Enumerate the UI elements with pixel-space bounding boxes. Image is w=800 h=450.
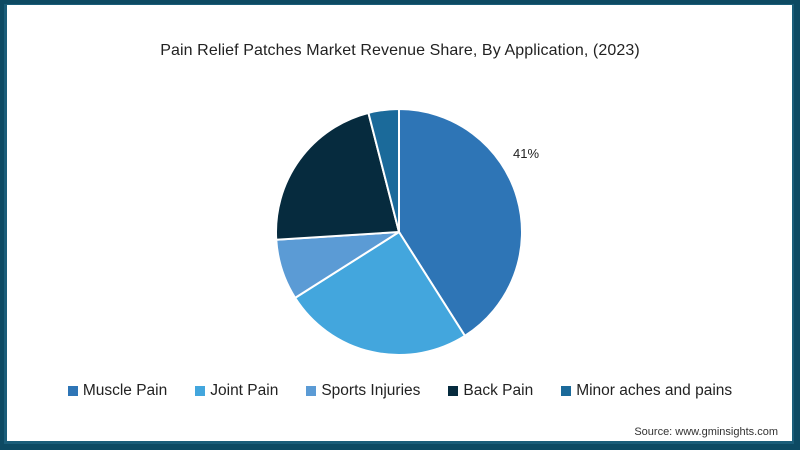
legend-label: Back Pain	[463, 382, 534, 399]
legend-item-sports-injuries: Sports Injuries	[306, 382, 420, 400]
legend-label: Muscle Pain	[82, 382, 168, 399]
legend-label: Sports Injuries	[321, 382, 421, 399]
muscle-pain-percent-label: 41%	[513, 146, 540, 161]
pie-slice-minor-aches-and-pains	[367, 107, 400, 233]
legend-swatch-icon	[306, 386, 317, 396]
legend-label: Minor aches and pains	[576, 382, 733, 399]
pie-slice-joint-pain	[293, 230, 467, 356]
pie-slice-back-pain	[275, 111, 401, 241]
legend-item-muscle-pain: Muscle Pain	[67, 382, 168, 400]
legend-swatch-icon	[561, 386, 572, 396]
legend: Muscle Pain Joint Pain Sports Injuries B…	[0, 382, 800, 400]
legend-swatch-icon	[195, 386, 206, 396]
chart-title: Pain Relief Patches Market Revenue Share…	[160, 42, 640, 59]
source-note: Source: www.gminsights.com	[634, 426, 778, 438]
legend-label: Joint Pain	[210, 382, 279, 399]
legend-item-minor-aches: Minor aches and pains	[561, 382, 732, 400]
legend-swatch-icon	[448, 386, 459, 396]
legend-item-joint-pain: Joint Pain	[195, 382, 278, 400]
legend-item-back-pain: Back Pain	[448, 382, 533, 400]
legend-swatch-icon	[67, 386, 78, 396]
